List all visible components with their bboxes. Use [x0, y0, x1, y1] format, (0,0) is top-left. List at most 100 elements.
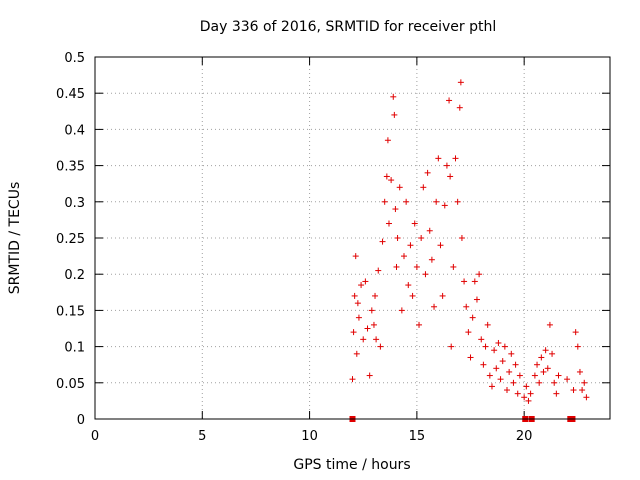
- data-point: [355, 314, 362, 321]
- data-point: [390, 93, 397, 100]
- x-tick-label: 0: [91, 429, 99, 444]
- data-point: [383, 173, 390, 180]
- grid-lines: [95, 57, 610, 419]
- x-tick-label: 5: [198, 429, 206, 444]
- x-tick-label: 20: [516, 429, 533, 444]
- data-point: [411, 220, 418, 227]
- data-point: [471, 278, 478, 285]
- data-point: [401, 253, 407, 260]
- data-point: [501, 343, 508, 350]
- data-point: [456, 104, 463, 111]
- data-point: [424, 169, 431, 176]
- data-point: [349, 376, 356, 383]
- data-point: [394, 235, 401, 241]
- data-point: [353, 350, 360, 357]
- tick-labels: 0 0.05 0.1 0.15 0.2 0.25 0.3 0.35 0.4 0.45 0.5 0 5 10…: [56, 51, 532, 444]
- data-point: [480, 361, 487, 368]
- data-point: [420, 184, 427, 191]
- axis-ticks: [94, 56, 610, 420]
- data-point: [555, 372, 562, 379]
- data-point: [465, 329, 472, 336]
- data-point: [439, 292, 446, 299]
- data-point: [544, 365, 551, 372]
- data-point: [579, 387, 586, 394]
- x-axis-title: GPS time / hours: [293, 457, 410, 473]
- data-point: [396, 184, 403, 191]
- data-point: [574, 343, 581, 350]
- data-point: [467, 354, 474, 361]
- data-point: [542, 347, 549, 354]
- data-point: [540, 368, 547, 375]
- data-point: [549, 350, 556, 357]
- data-point: [525, 397, 532, 404]
- data-point: [446, 97, 453, 104]
- data-points: [349, 79, 590, 422]
- data-point: [381, 198, 388, 205]
- data-point: [458, 235, 465, 241]
- x-tick-label: 10: [301, 429, 318, 444]
- y-tick-label: 0.05: [56, 377, 85, 392]
- data-point: [482, 343, 489, 350]
- data-point: [523, 383, 530, 390]
- data-point: [384, 137, 391, 144]
- data-point: [428, 256, 435, 263]
- y-tick-label: 0: [77, 413, 85, 428]
- data-point: [377, 343, 384, 350]
- data-point: [409, 292, 416, 299]
- data-point: [405, 282, 412, 289]
- data-point: [463, 303, 470, 310]
- data-point: [546, 321, 553, 328]
- data-point: [391, 111, 398, 118]
- data-point: [352, 253, 359, 260]
- data-point: [393, 263, 400, 270]
- data-point: [576, 368, 583, 375]
- x-tick-label: 15: [409, 429, 426, 444]
- data-point: [531, 372, 538, 379]
- data-point: [447, 173, 454, 180]
- data-point: [484, 321, 491, 328]
- data-point: [551, 379, 558, 386]
- data-point: [536, 379, 543, 386]
- data-point: [379, 238, 386, 245]
- y-tick-label: 0.35: [56, 160, 85, 175]
- data-point: [564, 376, 571, 383]
- y-tick-label: 0.1: [64, 341, 85, 356]
- data-point: [473, 296, 480, 303]
- data-point: [469, 314, 476, 321]
- y-axis-title: SRMTID / TECUs: [7, 182, 23, 295]
- data-point: [354, 300, 361, 307]
- data-point: [398, 307, 405, 314]
- data-point: [373, 336, 380, 343]
- data-point: [493, 365, 500, 372]
- data-point: [553, 390, 560, 397]
- y-tick-label: 0.3: [64, 196, 85, 211]
- data-point: [450, 263, 457, 270]
- data-point: [534, 361, 541, 368]
- data-point: [478, 336, 485, 343]
- data-point: [437, 242, 444, 249]
- data-point: [495, 339, 502, 346]
- y-tick-label: 0.25: [56, 232, 85, 247]
- data-point: [388, 177, 395, 184]
- data-point: [486, 372, 493, 379]
- data-point: [426, 227, 433, 234]
- data-point: [583, 394, 590, 401]
- data-point: [418, 235, 425, 241]
- data-point: [581, 379, 588, 386]
- data-point: [360, 336, 367, 343]
- data-point: [413, 263, 420, 270]
- data-point: [516, 372, 523, 379]
- chart-title: Day 336 of 2016, SRMTID for receiver pth…: [200, 19, 497, 35]
- data-point: [521, 394, 528, 401]
- data-point: [351, 292, 358, 299]
- data-point: [572, 329, 579, 336]
- data-point: [433, 198, 440, 205]
- data-point: [461, 278, 468, 285]
- data-point: [392, 206, 399, 213]
- data-point: [372, 292, 379, 299]
- data-point: [375, 267, 382, 274]
- y-tick-label: 0.4: [64, 123, 85, 138]
- plot-frame: [94, 56, 611, 420]
- data-point: [491, 347, 498, 354]
